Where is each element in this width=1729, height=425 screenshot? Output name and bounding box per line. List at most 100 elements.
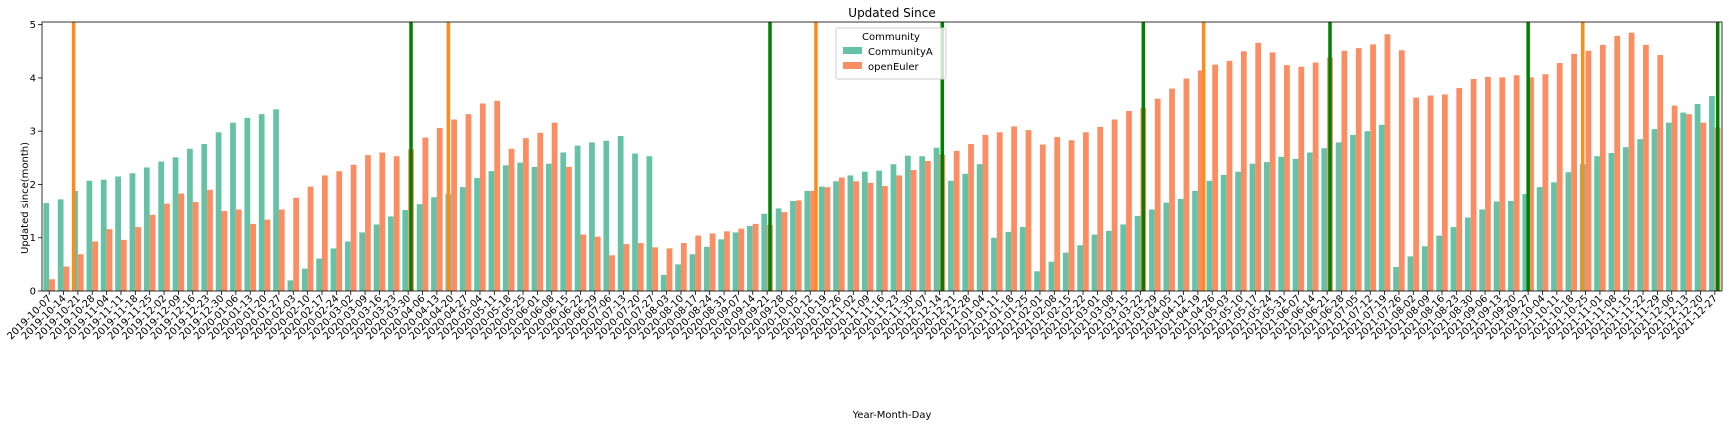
bar-communitya-2021-05-31	[1278, 156, 1285, 291]
bar-communitya-2020-12-21	[948, 180, 954, 291]
bar-communitya-2020-11-23	[890, 164, 897, 291]
bar-communitya-2021-08-16	[1436, 235, 1442, 291]
bar-communitya-2021-06-28	[1335, 142, 1342, 291]
bar-openeuler-2020-05-18	[508, 148, 515, 291]
bar-communitya-2021-07-26	[1393, 267, 1399, 291]
bar-communitya-2020-11-30	[904, 155, 911, 291]
bar-openeuler-2019-10-21	[77, 254, 84, 291]
legend-swatch-communitya	[843, 47, 862, 54]
bar-communitya-2020-03-23	[388, 216, 394, 291]
bar-communitya-2020-03-02	[344, 241, 351, 291]
bar-communitya-2021-06-07	[1292, 158, 1299, 291]
bar-communitya-2021-06-21	[1321, 148, 1328, 291]
bar-openeuler-2021-04-26	[1212, 64, 1218, 291]
bar-openeuler-2020-07-06	[609, 255, 615, 291]
bar-communitya-2020-08-03	[660, 275, 667, 291]
bar-openeuler-2021-10-04	[1542, 74, 1549, 291]
bar-openeuler-2020-08-17	[695, 235, 702, 291]
bar-communitya-2020-07-27	[646, 156, 653, 291]
bar-communitya-2021-05-10	[1235, 171, 1241, 291]
bar-openeuler-2021-05-31	[1284, 65, 1290, 292]
bar-communitya-2020-05-04	[474, 178, 480, 291]
bar-openeuler-2020-02-17	[322, 175, 328, 291]
legend-label-openeuler: openEuler	[868, 62, 920, 73]
bar-openeuler-2019-12-23	[207, 189, 213, 291]
bar-openeuler-2021-11-15	[1628, 32, 1635, 292]
bar-openeuler-2020-09-07	[738, 228, 745, 291]
bar-openeuler-2021-02-01	[1039, 144, 1046, 291]
bar-communitya-2020-06-01	[531, 166, 538, 291]
bar-openeuler-2020-09-28	[781, 212, 788, 291]
bar-openeuler-2021-11-29	[1657, 55, 1664, 291]
bar-communitya-2019-11-25	[143, 167, 150, 291]
bar-communitya-2019-12-09	[172, 157, 179, 291]
bar-communitya-2021-04-05	[1163, 202, 1170, 291]
bar-communitya-2021-10-11	[1551, 182, 1557, 291]
bar-openeuler-2021-11-08	[1614, 35, 1621, 291]
bar-openeuler-2020-01-06	[235, 209, 242, 291]
bar-communitya-2020-02-24	[330, 248, 337, 291]
bar-communitya-2020-08-31	[718, 239, 725, 291]
bar-communitya-2021-03-08	[1106, 230, 1112, 291]
bar-openeuler-2020-11-16	[882, 186, 888, 291]
bar-communitya-2021-02-01	[1034, 271, 1040, 291]
bar-communitya-2021-07-19	[1378, 124, 1385, 291]
bar-openeuler-2020-12-07	[925, 161, 931, 291]
legend-frame	[835, 27, 947, 80]
bar-communitya-2020-02-17	[316, 258, 322, 291]
bar-openeuler-2020-11-09	[867, 182, 874, 291]
bar-openeuler-2021-04-12	[1183, 78, 1190, 292]
bar-openeuler-2020-04-20	[451, 119, 457, 291]
bar-openeuler-2019-12-16	[192, 202, 199, 291]
bar-communitya-2020-08-17	[689, 254, 696, 291]
bar-communitya-2021-01-11	[991, 237, 997, 291]
bar-openeuler-2020-06-29	[594, 236, 601, 291]
bar-openeuler-2020-07-13	[623, 244, 630, 291]
bar-communitya-2021-05-03	[1220, 174, 1227, 291]
bar-openeuler-2020-10-05	[795, 200, 802, 291]
bar-openeuler-2019-12-30	[221, 211, 228, 291]
bar-openeuler-2020-02-24	[336, 171, 343, 291]
bar-communitya-2020-11-02	[847, 175, 854, 291]
bar-communitya-2020-08-10	[675, 264, 681, 291]
bar-openeuler-2019-12-09	[178, 193, 185, 291]
bar-openeuler-2021-01-25	[1025, 130, 1032, 291]
bar-openeuler-2019-10-07	[49, 279, 55, 291]
bar-communitya-2020-01-06	[230, 122, 236, 292]
bar-openeuler-2021-05-10	[1240, 51, 1247, 291]
bar-openeuler-2019-11-04	[106, 229, 113, 291]
bar-openeuler-2020-03-09	[365, 155, 371, 291]
bar-communitya-2020-10-12	[804, 190, 811, 291]
bar-openeuler-2021-06-07	[1298, 66, 1305, 292]
bar-openeuler-2020-04-06	[422, 137, 429, 291]
bar-communitya-2019-11-04	[100, 179, 107, 291]
bar-communitya-2021-11-29	[1651, 129, 1658, 291]
bar-communitya-2020-08-24	[703, 246, 710, 291]
bar-communitya-2021-09-20	[1508, 200, 1514, 291]
bar-communitya-2020-09-07	[732, 232, 739, 291]
bar-openeuler-2021-12-13	[1686, 114, 1692, 292]
bar-openeuler-2021-11-01	[1599, 44, 1606, 292]
bar-openeuler-2020-08-03	[666, 248, 673, 291]
bar-communitya-2021-08-09	[1421, 246, 1428, 291]
bar-openeuler-2021-08-09	[1427, 95, 1434, 291]
bar-communitya-2021-12-27	[1709, 96, 1715, 291]
y-axis: 0 1 2 3 4 5	[30, 20, 42, 298]
bar-communitya-2019-10-07	[43, 203, 50, 291]
bar-openeuler-2021-10-18	[1571, 53, 1577, 292]
bar-openeuler-2021-10-11	[1556, 63, 1563, 291]
legend: Community CommunityA openEuler	[835, 27, 947, 80]
bar-communitya-2019-12-16	[187, 148, 193, 291]
bar-communitya-2020-09-14	[747, 226, 753, 291]
bar-openeuler-2020-03-16	[379, 152, 386, 291]
bar-openeuler-2020-07-20	[637, 243, 644, 291]
y-tick-label-2: 2	[30, 180, 36, 191]
bar-communitya-2021-02-08	[1048, 261, 1055, 291]
bar-openeuler-2020-09-14	[752, 223, 759, 291]
bar-openeuler-2020-04-13	[436, 128, 443, 291]
bar-openeuler-2019-10-14	[63, 266, 70, 291]
bar-communitya-2020-04-13	[431, 197, 437, 291]
bar-openeuler-2020-05-11	[494, 100, 501, 291]
legend-swatch-openeuler	[843, 62, 862, 69]
bar-communitya-2019-12-02	[158, 161, 165, 291]
